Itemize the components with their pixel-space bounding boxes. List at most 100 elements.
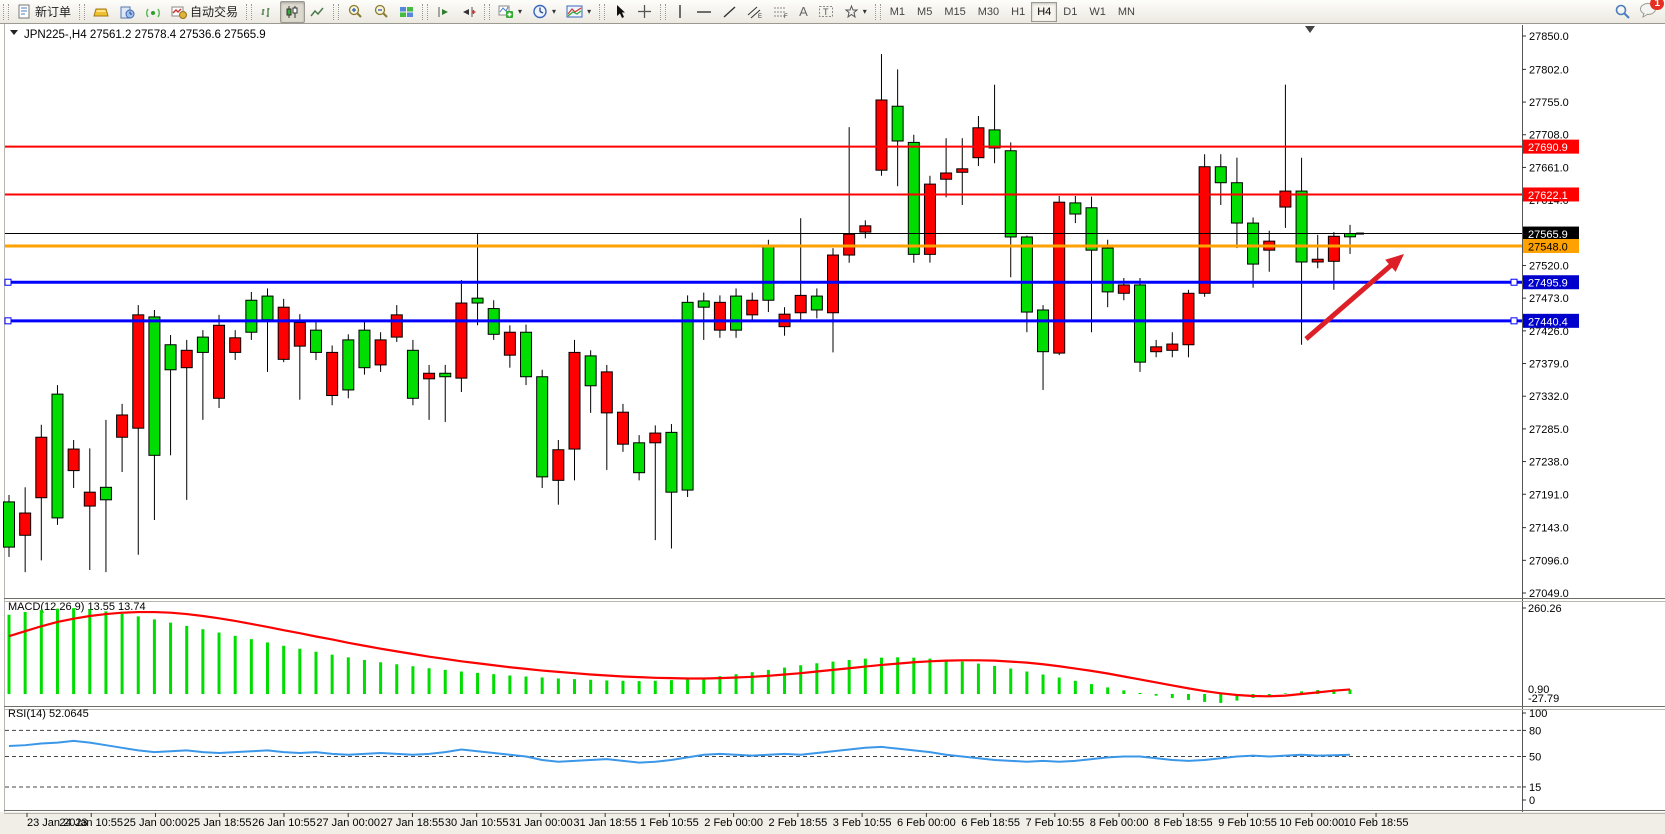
time-tick-label: 27 Jan 00:00 [316,817,380,829]
toolbar-separator [484,3,491,20]
candle-bear [455,302,468,379]
title-collapse-icon[interactable] [10,30,18,35]
signals-button[interactable] [140,1,166,23]
fibonacci-tool-button[interactable]: F [768,1,794,23]
svg-text:T: T [823,7,829,17]
shift-marker-icon[interactable] [1305,26,1315,33]
time-tick-label: 3 Feb 10:55 [833,817,892,829]
candle-bear [1327,235,1340,262]
candle-bull [891,105,904,142]
shapes-tool-button[interactable]: ▾ [839,1,872,23]
top-toolbar: 新订单 自动交易 ▾ ▾ [0,0,1665,24]
rsi-tick-label: 0 [1529,795,1535,807]
rsi-tick-label: 50 [1529,752,1541,764]
price-tag [1523,187,1579,202]
candle-bull [148,316,161,456]
toolbar-separator [660,3,667,20]
channel-tool-button[interactable]: E [742,1,768,23]
notifications-button[interactable]: 1 [1639,0,1664,21]
price-tag [1523,139,1579,154]
auto-scroll-button[interactable] [431,1,456,23]
candle-bull [633,442,646,474]
zoom-out-button[interactable] [368,1,394,23]
price-tag [1523,313,1579,328]
zoom-in-button[interactable] [342,1,368,23]
price-tick-label: 27661.0 [1529,162,1569,174]
history-button[interactable] [114,1,140,23]
price-tick-label: 27802.0 [1529,64,1569,76]
bar-chart-button[interactable] [255,1,280,23]
time-tick-label: 9 Feb 10:55 [1218,817,1277,829]
candle-bull [1247,222,1260,265]
time-axis-strip [0,812,1665,834]
chart-shift-icon [463,6,476,17]
candle-chart-button[interactable] [280,0,306,23]
periods-button[interactable]: ▾ [527,1,561,23]
timeframe-d1[interactable]: D1 [1063,5,1078,18]
timeframe-m15[interactable]: M15 [944,5,966,18]
indicators-button[interactable]: ▾ [493,1,527,23]
new-order-icon [18,4,30,19]
chart-title: JPN225-,H4 27561.2 27578.4 27536.6 27565… [24,29,266,41]
tile-windows-icon [400,6,414,17]
candle-bull [697,300,710,308]
crosshair-button[interactable] [632,1,657,23]
hline-anchor[interactable] [1510,317,1518,325]
trendline-icon [723,5,736,18]
templates-button[interactable]: ▾ [561,1,596,23]
new-order-button[interactable]: 新订单 [12,1,76,23]
price-tick-label: 27096.0 [1529,555,1569,567]
time-tick-label: 23 Jan 2023 [27,817,88,829]
macd-label: MACD(12,26,9) 13.55 13.74 [8,601,146,613]
candle-bear [326,351,339,397]
trend-arrow[interactable] [1304,259,1398,341]
candle-bull [99,486,112,501]
hline-anchor[interactable] [1510,278,1518,286]
timeframe-mn[interactable]: MN [1117,5,1135,18]
clock-icon [533,4,547,19]
timeframe-h4[interactable]: H4 [1031,1,1058,22]
price-tick-label: 27332.0 [1529,391,1569,403]
candle-bull [1101,247,1114,293]
equidistant-channel-icon: E [747,6,762,19]
text-tool-button[interactable]: A [794,1,813,23]
timeframe-m1[interactable]: M1 [889,5,906,18]
signal-icon [146,8,161,17]
timeframe-m30[interactable]: M30 [977,5,1000,18]
price-tick-label: 27708.0 [1529,130,1569,142]
candle-bear [649,432,662,444]
rsi-line [8,739,1351,764]
label-tool-button[interactable]: T [813,1,839,23]
time-tick-label: 25 Jan 18:55 [188,817,252,829]
candle-bear [1053,201,1066,354]
vline-tool-button[interactable] [669,1,691,23]
search-icon[interactable] [1614,3,1631,20]
timeframe-w1[interactable]: W1 [1089,5,1106,18]
tile-windows-button[interactable] [394,1,419,23]
candle-bull [665,431,678,493]
timeframe-m5[interactable]: M5 [917,5,933,18]
auto-trading-button[interactable]: 自动交易 [166,1,243,23]
hline-tool-button[interactable] [691,1,717,23]
toolbar-grip[interactable] [3,3,9,20]
hline-anchor[interactable] [4,317,12,325]
candle-bull [1214,166,1227,184]
line-chart-button[interactable] [305,1,330,23]
candle-bear [35,436,48,499]
hline-anchor[interactable] [4,278,12,286]
trendline-tool-button[interactable] [717,1,742,23]
auto-trading-label: 自动交易 [190,5,239,19]
chart-shift-button[interactable] [456,1,481,23]
rsi-tick-label: 80 [1529,725,1541,737]
timeframe-h1[interactable]: H1 [1011,5,1026,18]
cursor-button[interactable] [608,1,632,23]
candle-bull [1295,190,1308,263]
rsi-label: RSI(14) 52.0645 [8,708,89,720]
gold-button[interactable] [88,1,114,23]
indicators-icon [498,5,514,18]
candle-bull [730,295,743,331]
line-chart-icon [310,7,324,16]
time-tick-label: 10 Feb 18:55 [1344,817,1409,829]
time-tick-label: 8 Feb 00:00 [1090,817,1149,829]
